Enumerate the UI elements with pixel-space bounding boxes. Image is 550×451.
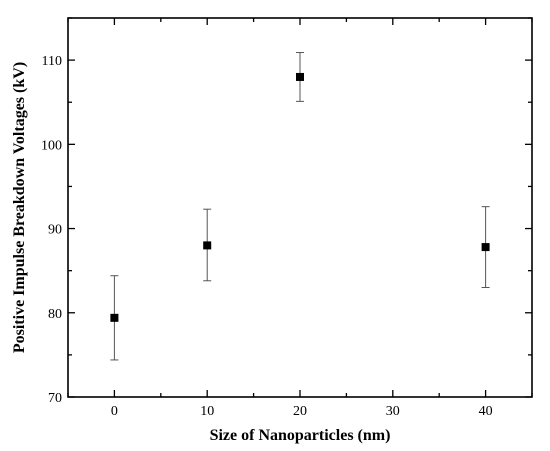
data-point [203, 241, 212, 250]
data-point-group [296, 52, 304, 102]
data-marks [110, 52, 490, 361]
y-tick-label: 90 [48, 223, 62, 238]
x-tick-label: 40 [479, 404, 493, 419]
data-point-group [203, 208, 212, 282]
data-point-group [110, 275, 119, 361]
y-axis-title: Positive Impulse Breakdown Voltages (kV) [11, 62, 28, 353]
x-tick-label: 20 [293, 404, 307, 419]
x-tick-label: 30 [386, 404, 400, 419]
x-axis-title: Size of Nanoparticles (nm) [210, 427, 391, 444]
ticks: 0 10 20 30 40 70 80 90 100 110 [41, 17, 533, 419]
y-tick-label: 80 [48, 307, 62, 322]
data-point-group [481, 206, 490, 289]
data-point [110, 313, 119, 322]
x-tick-label: 0 [111, 404, 118, 419]
data-point [296, 72, 304, 81]
y-tick-label: 70 [48, 391, 62, 406]
y-tick-label: 110 [42, 54, 62, 69]
y-tick-label: 100 [41, 138, 62, 153]
data-point [481, 243, 490, 252]
x-tick-label: 10 [200, 404, 214, 419]
